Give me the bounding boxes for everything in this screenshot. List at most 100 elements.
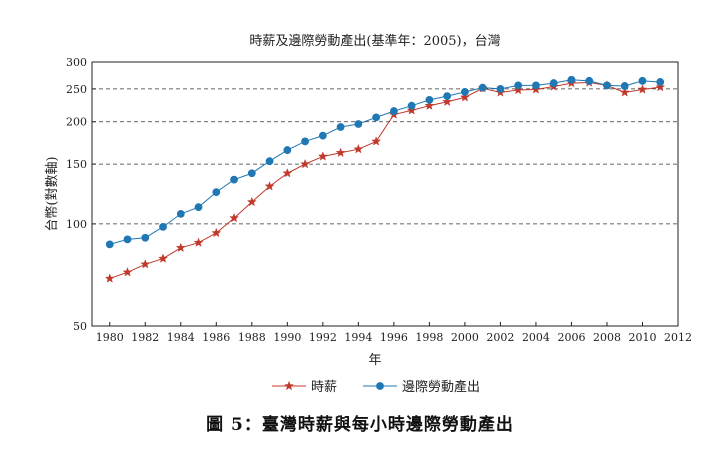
data-point xyxy=(514,81,523,90)
x-tick-label: 1998 xyxy=(415,331,443,344)
data-point xyxy=(603,81,611,90)
series-line xyxy=(109,82,661,280)
data-point xyxy=(425,95,434,104)
data-point xyxy=(175,242,186,253)
legend-label: 時薪 xyxy=(311,380,337,395)
data-point xyxy=(371,136,382,146)
series-1 xyxy=(104,77,666,283)
data-point xyxy=(655,81,666,92)
x-tick-label: 1986 xyxy=(202,331,230,344)
x-tick-label: 2004 xyxy=(522,331,550,344)
data-point xyxy=(211,227,222,238)
data-point xyxy=(212,188,221,197)
legend-label: 邊際勞動產出 xyxy=(402,379,480,395)
data-point xyxy=(123,235,132,244)
plot-frame xyxy=(91,61,679,327)
data-point xyxy=(194,203,203,212)
y-tick-label: 100 xyxy=(66,218,87,231)
data-point xyxy=(406,105,417,115)
data-point xyxy=(638,76,647,85)
series-layer xyxy=(104,75,666,283)
data-point xyxy=(442,96,453,106)
data-point xyxy=(246,196,257,207)
data-point xyxy=(532,81,540,90)
series-line xyxy=(109,79,661,245)
data-point xyxy=(317,151,328,161)
data-point xyxy=(619,87,630,97)
x-axis: 1980 1982 1984 1986 1988 1990 1992 1994 1996 1998… xyxy=(96,322,692,344)
data-point xyxy=(229,212,239,223)
data-point xyxy=(407,101,416,110)
data-point xyxy=(424,100,435,110)
x-axis-label: 年 xyxy=(368,353,381,368)
data-point xyxy=(176,210,185,218)
data-point xyxy=(620,82,629,90)
data-point xyxy=(637,84,648,94)
data-point xyxy=(230,175,238,184)
data-point xyxy=(372,113,381,122)
data-point xyxy=(122,267,133,277)
y-tick-label: 200 xyxy=(66,116,87,129)
data-point xyxy=(265,157,274,166)
data-point xyxy=(158,253,168,263)
data-point xyxy=(585,76,594,85)
x-tick-label: 1982 xyxy=(131,331,159,344)
x-tick-label: 1994 xyxy=(344,331,372,344)
y-axis-label: 台幣(對數軸) xyxy=(45,156,60,231)
data-point xyxy=(140,259,151,269)
x-tick-label: 2012 xyxy=(664,331,692,344)
data-point xyxy=(105,240,114,249)
data-point xyxy=(549,79,558,87)
data-point xyxy=(354,120,363,128)
y-axis: 50 100 150 200 250 300 xyxy=(66,56,96,333)
data-point xyxy=(141,233,150,242)
y-tick-label: 300 xyxy=(66,56,87,69)
legend-item: 邊際勞動產出 xyxy=(363,379,480,395)
series-2 xyxy=(105,75,665,249)
legend-marker xyxy=(284,380,294,391)
legend-marker xyxy=(376,382,384,390)
data-point xyxy=(159,222,167,231)
data-point xyxy=(318,131,327,140)
data-point xyxy=(478,83,487,92)
data-point xyxy=(104,273,115,283)
data-point xyxy=(300,158,311,169)
x-tick-label: 2010 xyxy=(628,331,656,344)
data-point xyxy=(335,147,346,157)
data-point xyxy=(336,123,345,131)
y-tick-label: 150 xyxy=(66,158,87,171)
y-tick-label: 250 xyxy=(66,83,87,96)
figure-caption: 圖 5：臺灣時薪與每小時邊際勞動產出 xyxy=(206,415,514,435)
legend-item: 時薪 xyxy=(272,380,337,395)
data-point xyxy=(461,87,469,96)
data-point xyxy=(496,84,505,93)
x-tick-label: 1992 xyxy=(309,331,337,344)
x-tick-label: 1988 xyxy=(238,331,266,344)
legend: 時薪 邊際勞動產出 xyxy=(272,379,480,395)
data-point xyxy=(389,107,398,115)
data-point xyxy=(443,92,452,101)
data-point xyxy=(247,169,256,178)
data-point xyxy=(193,237,204,247)
chart-title: 時薪及邊際勞動產出(基準年：2005)，台灣 xyxy=(249,33,500,49)
data-point xyxy=(301,137,309,146)
data-point xyxy=(353,144,364,154)
x-tick-label: 2002 xyxy=(486,331,514,344)
data-point xyxy=(567,75,576,84)
x-tick-label: 1984 xyxy=(167,331,195,344)
data-point xyxy=(283,146,292,154)
y-tick-label: 50 xyxy=(73,320,87,333)
x-tick-label: 1990 xyxy=(273,331,301,344)
data-point xyxy=(282,168,293,178)
x-tick-label: 2000 xyxy=(451,331,479,344)
gridlines xyxy=(92,88,678,225)
x-tick-label: 2006 xyxy=(557,331,585,344)
x-tick-label: 2008 xyxy=(593,331,621,344)
data-point xyxy=(513,84,524,95)
data-point xyxy=(264,181,275,191)
x-tick-label: 1996 xyxy=(380,331,408,344)
x-tick-label: 1980 xyxy=(96,331,124,344)
data-point xyxy=(459,92,470,102)
data-point xyxy=(656,78,665,86)
